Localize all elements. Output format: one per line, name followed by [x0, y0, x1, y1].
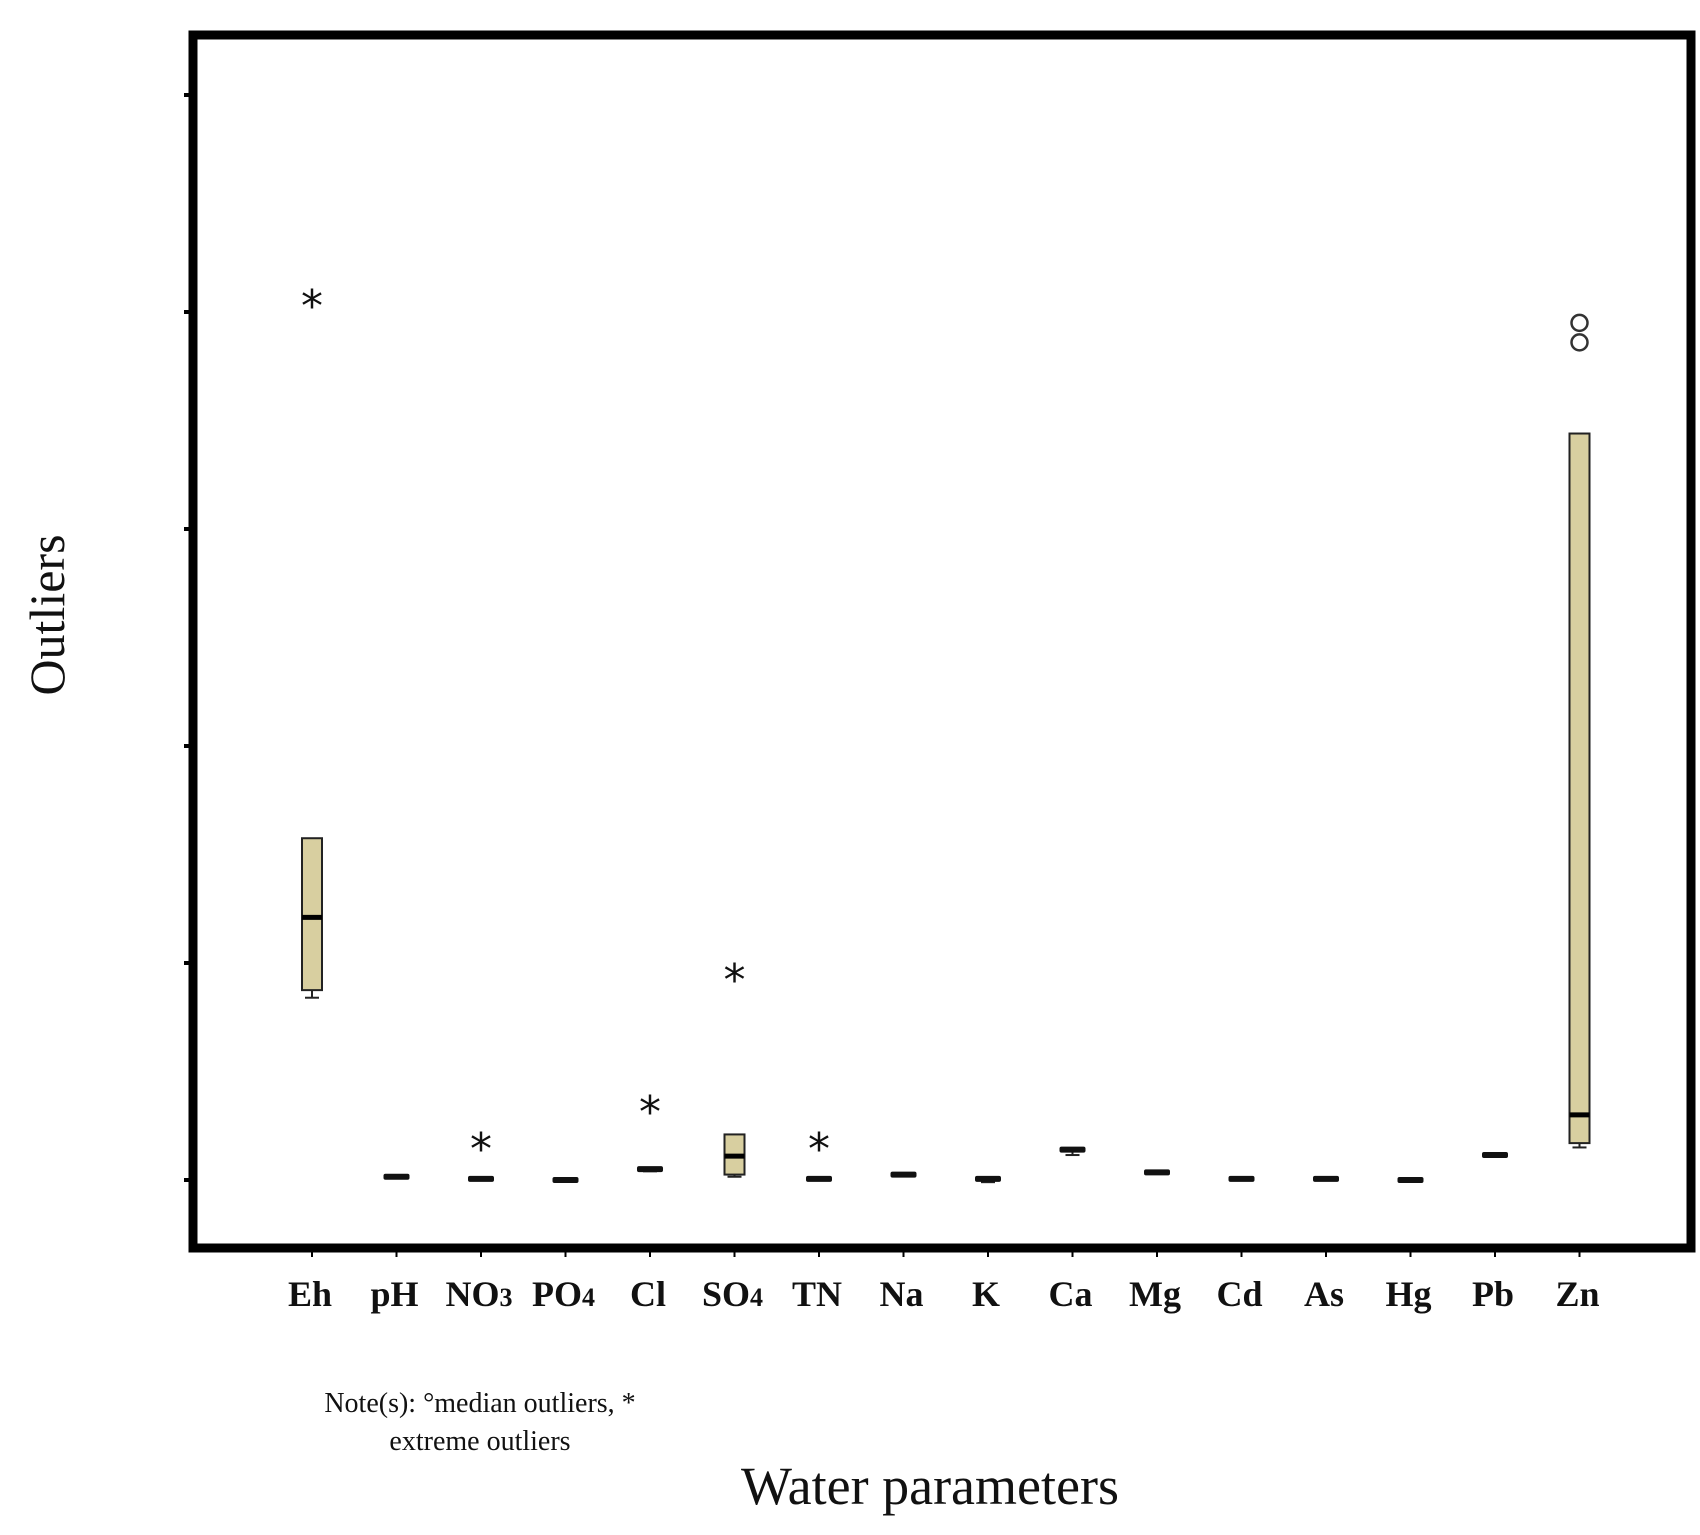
x-axis-tick-labels: Eh pH NO3 PO4 Cl SO4 TN Na K Ca Mg Cd As Hg Pb Zn — [288, 1274, 1600, 1314]
box-ph — [383, 1173, 410, 1180]
x-tick-label-po4: PO4 — [532, 1274, 595, 1314]
y-axis-label: Outliers — [19, 534, 75, 695]
note-line-1: Note(s): °median outliers, * — [324, 1388, 635, 1419]
x-tick-label-k: K — [972, 1274, 1000, 1314]
x-tick-label-zn: Zn — [1555, 1274, 1599, 1314]
box-series: * * * * * — [301, 281, 1591, 1184]
box-po4 — [552, 1177, 579, 1183]
median-line-as — [1313, 1175, 1339, 1182]
plot-frame — [188, 30, 1696, 1253]
box-as — [1313, 1175, 1339, 1182]
median-line-ca — [1059, 1146, 1086, 1153]
x-tick-label-eh: Eh — [288, 1274, 332, 1314]
extreme-outlier-cl-0: * — [639, 1087, 661, 1138]
median-line-mg — [1144, 1169, 1170, 1176]
median-outlier-zn-1 — [1570, 333, 1589, 352]
median-line-hg — [1397, 1177, 1424, 1183]
x-tick-label-ca: Ca — [1049, 1274, 1093, 1314]
box-na — [890, 1171, 917, 1178]
median-line-ph — [383, 1173, 410, 1180]
median-line-no3 — [468, 1175, 494, 1182]
box-cd — [1228, 1175, 1255, 1182]
median-line-tn — [806, 1175, 832, 1182]
box-tn: * — [806, 1124, 832, 1182]
box-no3: * — [468, 1124, 494, 1182]
box-cl: * — [637, 1087, 663, 1173]
x-tick-label-mg: Mg — [1129, 1274, 1181, 1314]
box-pb — [1482, 1152, 1508, 1159]
iqr-box-eh — [301, 837, 323, 992]
x-tick-label-cd: Cd — [1216, 1274, 1262, 1314]
median-line-cd — [1228, 1175, 1255, 1182]
x-tick-label-cl: Cl — [630, 1274, 666, 1314]
median-line-na — [890, 1171, 917, 1178]
box-eh: * — [301, 281, 323, 999]
extreme-outlier-eh-0: * — [301, 281, 323, 332]
x-tick-label-pb: Pb — [1472, 1274, 1514, 1314]
box-k — [975, 1175, 1001, 1184]
x-tick-label-as: As — [1304, 1274, 1344, 1314]
box-hg — [1397, 1177, 1424, 1183]
x-tick-label-hg: Hg — [1385, 1274, 1431, 1314]
median-line-pb — [1482, 1152, 1508, 1159]
box-so4: * — [723, 955, 746, 1178]
x-tick-label-no3: NO3 — [446, 1274, 513, 1314]
note-line-2: extreme outliers — [389, 1426, 570, 1457]
x-tick-label-na: Na — [880, 1274, 924, 1314]
x-tick-label-so4: SO4 — [702, 1274, 763, 1314]
median-line-k — [975, 1175, 1001, 1182]
x-axis-label: Water parameters — [741, 1456, 1119, 1516]
extreme-outlier-tn-0: * — [808, 1124, 830, 1175]
box-ca — [1059, 1146, 1086, 1157]
box-zn — [1568, 313, 1591, 1149]
box-mg — [1144, 1169, 1170, 1176]
x-tick-label-tn: TN — [792, 1274, 842, 1314]
iqr-box-zn — [1568, 432, 1591, 1145]
median-outlier-zn-0 — [1570, 313, 1589, 333]
median-line-po4 — [552, 1177, 579, 1183]
extreme-outlier-no3-0: * — [470, 1124, 492, 1175]
extreme-outlier-so4-0: * — [724, 955, 746, 1006]
median-line-cl — [637, 1166, 663, 1173]
x-tick-label-ph: pH — [370, 1274, 418, 1314]
